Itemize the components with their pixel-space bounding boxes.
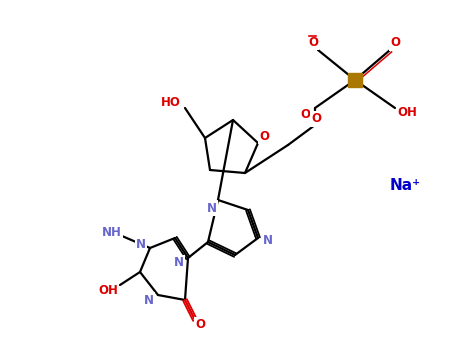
Text: O: O — [259, 130, 269, 142]
Text: HO: HO — [161, 97, 181, 110]
Text: Na⁺: Na⁺ — [389, 177, 420, 192]
Text: O: O — [300, 107, 310, 120]
Text: O: O — [195, 318, 205, 331]
Text: N: N — [144, 294, 154, 307]
Text: N: N — [207, 202, 217, 215]
Text: OH: OH — [98, 284, 118, 296]
Text: N: N — [174, 257, 184, 270]
Text: P: P — [350, 74, 359, 86]
Text: NH: NH — [102, 225, 122, 238]
Text: N: N — [136, 238, 146, 252]
Text: OH: OH — [397, 106, 417, 119]
Text: O: O — [311, 112, 321, 126]
Text: N: N — [263, 233, 273, 246]
Text: O: O — [390, 36, 400, 49]
Text: O: O — [308, 35, 318, 49]
